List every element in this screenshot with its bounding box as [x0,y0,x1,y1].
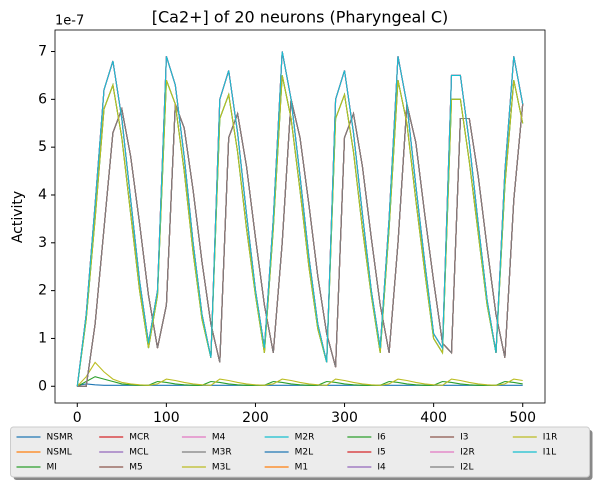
y-tick-label: 3 [38,235,47,251]
legend-label: I2R [460,448,475,458]
axes-frame [54,29,546,404]
legend-label: M2R [295,433,315,443]
legend-label: MCR [129,433,149,443]
y-axis-label: Activity [10,191,26,243]
series-line [77,376,523,387]
x-tick-label: 300 [331,410,358,426]
y-offset-label: 1e-7 [55,14,84,29]
series-line [76,51,524,387]
legend-label: M1 [295,463,309,473]
y-tick-label: 4 [38,187,47,203]
legend-label: I5 [377,448,385,458]
legend: NSMR NSML MI MCR MCL M5 M4 M3R M3L M2R M2L M1 I6 I5 I4… [10,426,593,480]
x-tick-label: 200 [242,410,269,426]
legend-label: M3R [212,448,232,458]
chart-title: [Ca2+] of 20 neurons (Pharyngeal C) [152,8,449,27]
legend-label: I3 [460,433,468,443]
legend-label: I6 [377,433,386,443]
series-line [77,99,524,387]
x-tick-label: 100 [153,410,180,426]
legend-label: NSML [47,448,72,458]
y-tick-label: 6 [38,91,47,107]
legend-label: M3L [212,463,231,473]
series-line [76,51,524,387]
x-tick-label: 400 [420,410,447,426]
series-line [76,361,523,387]
series-line [76,51,524,387]
legend-label: I2L [460,463,473,473]
legend-label: NSMR [47,433,73,443]
series-line [76,51,524,387]
series-line [76,75,524,387]
legend-label: I4 [377,463,386,473]
legend-box [10,426,590,478]
legend-label: M4 [212,433,226,443]
legend-label: M2L [295,448,314,458]
y-tick-label: 2 [38,283,47,299]
series-line [76,51,524,387]
y-tick-label: 5 [38,139,47,155]
y-tick-label: 1 [38,330,47,346]
series-line [76,51,524,387]
legend-label: MCL [129,448,148,458]
x-tick-label: 500 [509,410,536,426]
legend-label: M5 [129,463,143,473]
plot-area [76,51,524,387]
legend-label: I1R [543,433,558,443]
y-tick-label: 7 [38,44,47,60]
y-tick-label: 0 [38,378,47,394]
legend-label: I1L [543,448,556,458]
x-tick-label: 0 [73,410,82,426]
legend-label: MI [47,463,57,473]
